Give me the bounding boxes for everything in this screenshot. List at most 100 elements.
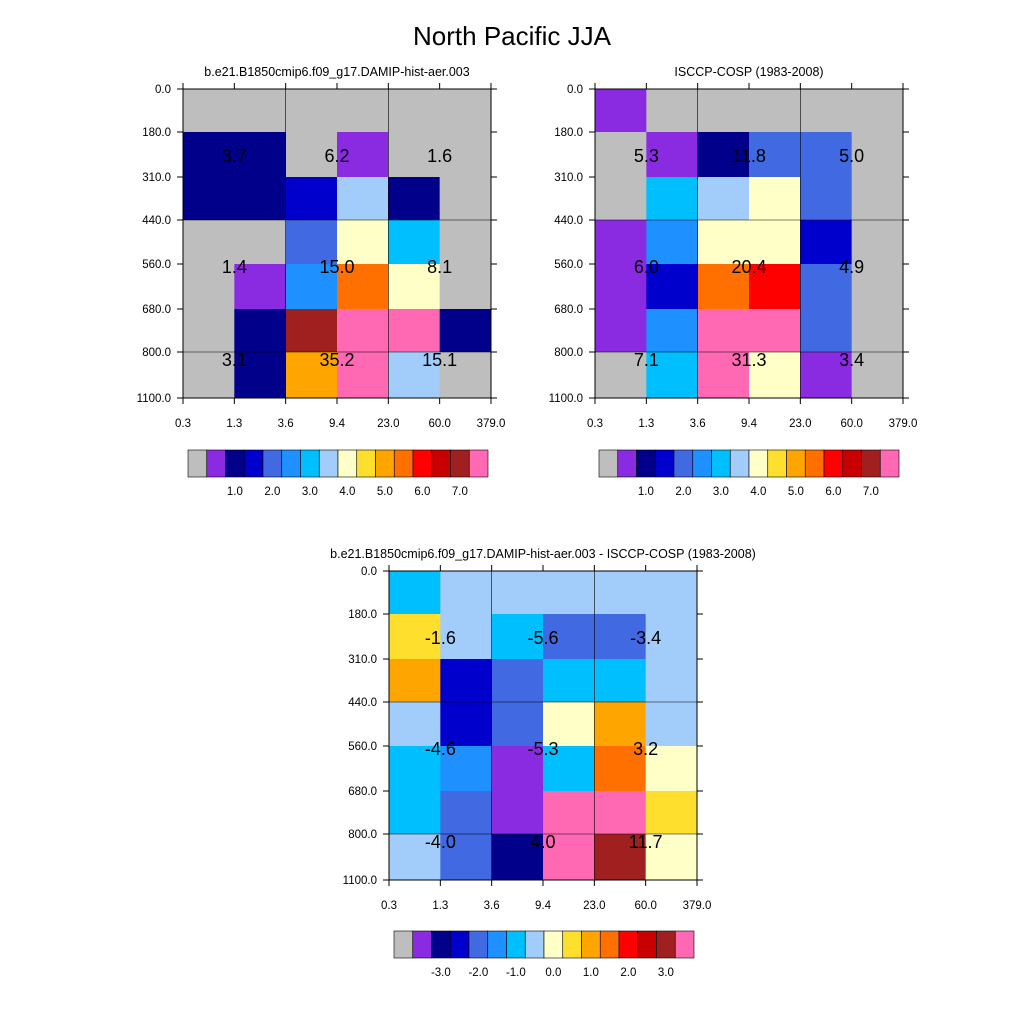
x-tick-label: 1.3 [226,418,242,430]
box-value-label: 3.2 [633,739,658,759]
box-value-label: 15.0 [319,257,354,277]
colorbar-swatch [243,449,264,478]
colorbar-swatch [468,449,489,478]
heatmap-cell [285,352,338,399]
heatmap-cell [646,89,699,133]
heatmap-cell [543,571,595,615]
y-tick-label: 680.0 [348,786,377,798]
figure-title: North Pacific JJA [413,21,612,51]
colorbar-swatch [748,449,769,478]
box-value-label: 6.0 [634,257,659,277]
y-tick-label: 1100.0 [343,875,377,887]
heatmap-cell [389,746,441,792]
colorbar-swatch [524,930,545,959]
heatmap-cell [183,264,235,310]
heatmap-cell [234,264,287,310]
colorbar-swatch [674,930,695,959]
heatmap-cell [543,791,595,835]
heatmap-cell [749,89,801,133]
heatmap-cell [594,834,647,881]
y-tick-label: 310.0 [142,172,171,184]
heatmap-cell [285,89,338,133]
colorbar-swatch [281,449,301,478]
heatmap-cell [697,309,750,353]
y-tick-label: 310.0 [554,172,583,184]
x-tick-label: 1.3 [432,900,448,912]
heatmap-cell [388,220,441,265]
x-tick-label: 9.4 [535,900,552,912]
colorbar-label: 6.0 [414,486,430,498]
x-tick-label: 0.3 [175,418,191,430]
heatmap-cell [645,834,698,881]
heatmap-cell [440,791,493,835]
colorbar-swatch [412,449,433,478]
heatmap-cell [645,659,698,703]
heatmap-cell [440,571,493,615]
heatmap-cell [439,220,492,265]
heatmap-cell [234,89,287,133]
colorbar-label: 1.0 [227,486,243,498]
heatmap-cell [440,659,493,703]
colorbar-label: 3.0 [713,486,729,498]
box-value-label: 6.2 [324,146,349,166]
colorbar-swatch [599,930,620,959]
heatmap-cell [749,352,801,399]
colorbar-swatch [300,449,320,478]
heatmap-cell [851,132,904,178]
heatmap-cell [851,220,904,265]
heatmap-cell [645,571,698,615]
heatmap-cell [646,352,699,399]
x-tick-label: 23.0 [377,418,399,430]
heatmap-cell [285,220,338,265]
colorbar-swatch [337,449,358,478]
y-tick-label: 560.0 [348,741,377,753]
x-tick-label: 3.6 [484,900,500,912]
heatmap-cell [337,220,389,265]
heatmap-cell [595,309,647,353]
colorbar-swatch [637,930,657,959]
heatmap-cell [440,614,493,660]
colorbar-swatch [393,930,414,959]
x-tick-label: 60.0 [428,418,450,430]
heatmap-cell [800,352,853,399]
heatmap-cell [491,746,544,792]
heatmap-cell [595,89,647,133]
heatmap-cell [491,614,544,660]
y-tick-label: 680.0 [142,304,171,316]
y-tick-label: 0.0 [155,84,171,96]
heatmap-cell [595,352,647,399]
y-tick-label: 310.0 [348,654,377,666]
box-value-label: -5.3 [527,739,558,759]
colorbar-swatch [729,449,750,478]
colorbar-swatch [842,449,862,478]
heatmap-cell [439,89,492,133]
colorbar-label: 1.0 [638,486,654,498]
heatmap-cell [389,614,441,660]
y-tick-label: 560.0 [142,259,171,271]
colorbar-swatch [412,930,432,959]
colorbar-swatch [431,449,451,478]
heatmap-cell [749,132,801,178]
colorbar-swatch [617,449,637,478]
heatmap-cell [646,132,699,178]
y-tick-label: 800.0 [348,829,377,841]
heatmap-cell [234,309,287,353]
heatmap-cell [851,352,904,399]
heatmap-cell [697,220,750,265]
heatmap-cell [440,834,493,881]
colorbar-label: 7.0 [863,486,879,498]
x-tick-label: 60.0 [840,418,862,430]
heatmap-cell [697,177,750,221]
heatmap-cell [800,132,853,178]
colorbar-label: -2.0 [468,967,488,979]
heatmap-cell [388,309,441,353]
heatmap-cell [183,89,235,133]
heatmap-cell [749,309,801,353]
x-tick-label: 23.0 [789,418,811,430]
heatmap-cell [645,614,698,660]
heatmap-cell [491,659,544,703]
colorbar-swatch [449,930,470,959]
heatmap-cell [337,177,389,221]
heatmap-cell [543,746,595,792]
